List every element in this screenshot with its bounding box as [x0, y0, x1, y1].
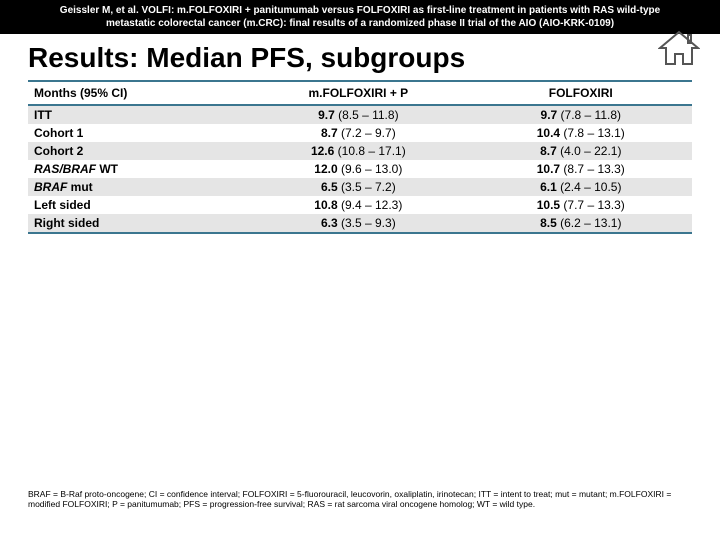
arm-b-value: 10.4 (7.8 – 13.1): [470, 124, 692, 142]
row-label: RAS/BRAF WT: [28, 160, 247, 178]
row-label: Left sided: [28, 196, 247, 214]
table-row: ITT9.7 (8.5 – 11.8)9.7 (7.8 – 11.8): [28, 105, 692, 124]
row-label: Cohort 2: [28, 142, 247, 160]
col-header-months: Months (95% CI): [28, 81, 247, 105]
pfs-table-container: Months (95% CI) m.FOLFOXIRI + P FOLFOXIR…: [0, 80, 720, 234]
arm-b-value: 8.5 (6.2 – 13.1): [470, 214, 692, 233]
row-label: Cohort 1: [28, 124, 247, 142]
citation-header: Geissler M, et al. VOLFI: m.FOLFOXIRI + …: [0, 0, 720, 34]
row-label: Right sided: [28, 214, 247, 233]
arm-b-value: 6.1 (2.4 – 10.5): [470, 178, 692, 196]
table-row: Right sided6.3 (3.5 – 9.3)8.5 (6.2 – 13.…: [28, 214, 692, 233]
citation-line2: metastatic colorectal cancer (m.CRC): fi…: [106, 18, 614, 29]
arm-a-value: 10.8 (9.4 – 12.3): [247, 196, 469, 214]
home-icon[interactable]: [658, 30, 700, 71]
row-label: BRAF mut: [28, 178, 247, 196]
arm-a-value: 6.5 (3.5 – 7.2): [247, 178, 469, 196]
table-row: Cohort 18.7 (7.2 – 9.7)10.4 (7.8 – 13.1): [28, 124, 692, 142]
table-row: BRAF mut6.5 (3.5 – 7.2)6.1 (2.4 – 10.5): [28, 178, 692, 196]
table-row: Cohort 212.6 (10.8 – 17.1)8.7 (4.0 – 22.…: [28, 142, 692, 160]
arm-a-value: 9.7 (8.5 – 11.8): [247, 105, 469, 124]
page-title: Results: Median PFS, subgroups: [0, 34, 720, 80]
table-row: Left sided10.8 (9.4 – 12.3)10.5 (7.7 – 1…: [28, 196, 692, 214]
arm-b-value: 10.7 (8.7 – 13.3): [470, 160, 692, 178]
arm-a-value: 12.0 (9.6 – 13.0): [247, 160, 469, 178]
citation-line1: Geissler M, et al. VOLFI: m.FOLFOXIRI + …: [60, 5, 660, 16]
arm-b-value: 9.7 (7.8 – 11.8): [470, 105, 692, 124]
arm-b-value: 8.7 (4.0 – 22.1): [470, 142, 692, 160]
row-label: ITT: [28, 105, 247, 124]
arm-b-value: 10.5 (7.7 – 13.3): [470, 196, 692, 214]
pfs-table: Months (95% CI) m.FOLFOXIRI + P FOLFOXIR…: [28, 80, 692, 234]
table-row: RAS/BRAF WT12.0 (9.6 – 13.0)10.7 (8.7 – …: [28, 160, 692, 178]
abbreviations-footer: BRAF = B-Raf proto-oncogene; CI = confid…: [28, 489, 692, 510]
col-header-armA: m.FOLFOXIRI + P: [247, 81, 469, 105]
arm-a-value: 8.7 (7.2 – 9.7): [247, 124, 469, 142]
arm-a-value: 12.6 (10.8 – 17.1): [247, 142, 469, 160]
arm-a-value: 6.3 (3.5 – 9.3): [247, 214, 469, 233]
col-header-armB: FOLFOXIRI: [470, 81, 692, 105]
